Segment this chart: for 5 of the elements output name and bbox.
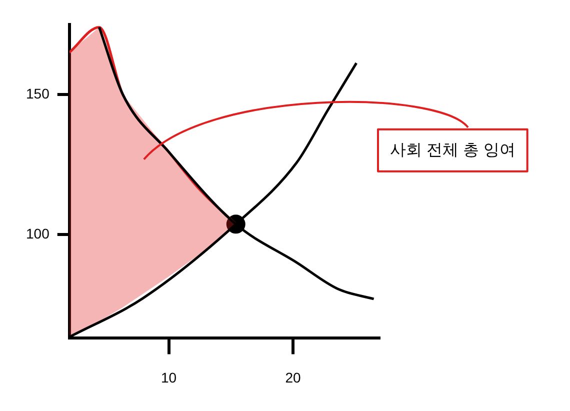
x-tick-label: 20 xyxy=(285,369,302,386)
x-tick-label: 10 xyxy=(160,369,177,386)
y-tick-label: 150 xyxy=(26,85,50,102)
y-tick-label: 100 xyxy=(26,225,50,242)
text: 사회 전체 총 잉여 xyxy=(390,142,516,159)
